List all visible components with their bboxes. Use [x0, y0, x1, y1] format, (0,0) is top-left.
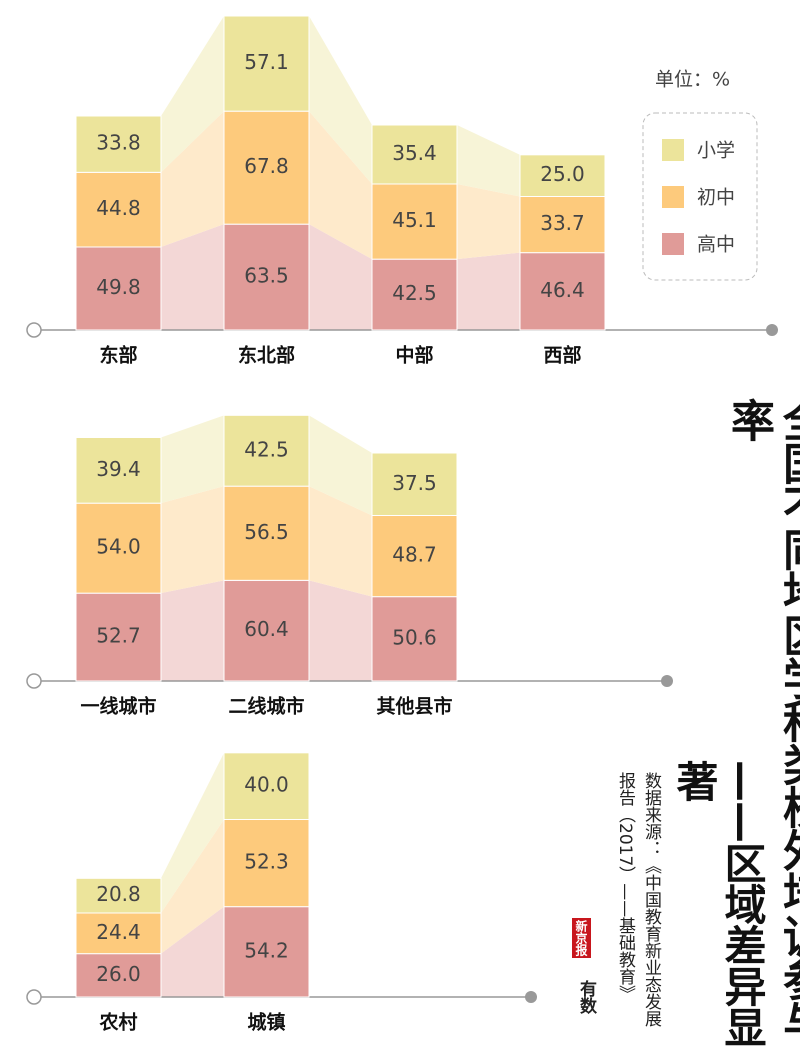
connector-band [309, 224, 372, 330]
bar-segment [75, 592, 162, 682]
logo: 新京报 [572, 918, 591, 958]
category-label: 城镇 [247, 1011, 285, 1034]
bar-segment [371, 515, 458, 598]
bar-segment [223, 414, 310, 487]
value-label: 25.0 [540, 162, 585, 186]
bar-segment [519, 252, 606, 331]
category-label: 东北部 [238, 344, 295, 367]
value-label: 56.5 [244, 520, 289, 544]
value-label: 52.7 [96, 624, 141, 648]
value-label: 44.8 [96, 196, 141, 220]
connector-band [161, 752, 224, 913]
connector-band [161, 906, 224, 997]
value-label: 33.8 [96, 131, 141, 155]
value-label: 42.5 [392, 281, 437, 305]
bar-segment [223, 15, 310, 112]
axis-end [525, 991, 537, 1003]
bar-segment [371, 258, 458, 331]
legend-label: 高中 [697, 234, 735, 256]
bar-segment [223, 110, 310, 225]
legend-box [642, 112, 758, 281]
bar-segment [371, 596, 458, 682]
bar-segment [75, 171, 162, 248]
value-label: 33.7 [540, 211, 585, 235]
value-label: 39.4 [96, 457, 141, 481]
connector-band [309, 111, 372, 260]
connector-band [457, 252, 520, 330]
value-label: 50.6 [392, 625, 437, 649]
bar-segment [519, 196, 606, 254]
category-label: 农村 [98, 1011, 137, 1034]
bar-segment [75, 246, 162, 331]
connector-band [457, 125, 520, 197]
source: 数据来源：《中国教育新业态发展报告（2017）——基础教育》 [615, 772, 661, 1027]
category-label: 东部 [99, 344, 137, 367]
bar-segment [75, 912, 162, 955]
bar-segment [75, 877, 162, 914]
logo: 有数 [576, 980, 596, 1014]
connector-band [161, 486, 224, 594]
bar-segment [371, 183, 458, 260]
value-label: 42.5 [244, 437, 289, 461]
category-label: 西部 [543, 344, 581, 367]
bar-segment [223, 579, 310, 682]
category-label: 一线城市 [80, 695, 156, 718]
value-label: 57.1 [244, 50, 289, 74]
connector-band [161, 819, 224, 954]
legend-label: 初中 [697, 187, 735, 209]
connector-band [309, 415, 372, 516]
axis-end [661, 675, 673, 687]
bar-segment [75, 115, 162, 173]
bar-segment [223, 819, 310, 908]
bar-segment [223, 223, 310, 331]
bar-segment [223, 906, 310, 998]
value-label: 46.4 [540, 278, 585, 302]
value-label: 24.4 [96, 920, 141, 944]
value-label: 54.2 [244, 938, 289, 962]
category-label: 中部 [395, 344, 433, 367]
value-label: 52.3 [244, 850, 289, 874]
value-label: 40.0 [244, 773, 289, 797]
axis-start [26, 989, 42, 1005]
axis-start [26, 322, 42, 338]
value-label: 63.5 [244, 264, 289, 288]
value-label: 20.8 [96, 882, 141, 906]
value-label: 35.4 [392, 141, 437, 165]
connector-band [309, 486, 372, 597]
bar-segment [223, 752, 310, 820]
value-label: 48.7 [392, 543, 437, 567]
connector-band [161, 415, 224, 504]
legend-swatch [662, 139, 684, 161]
axis-end [766, 324, 778, 336]
value-label: 49.8 [96, 275, 141, 299]
connector-band [309, 580, 372, 681]
legend-swatch [662, 233, 684, 255]
axis-start [26, 673, 42, 689]
legend-label: 小学 [697, 140, 735, 162]
connector-band [161, 16, 224, 173]
bar-segment [371, 452, 458, 516]
value-label: 26.0 [96, 962, 141, 986]
category-label: 二线城市 [228, 695, 304, 718]
unit: 单位：% [655, 69, 730, 91]
value-label: 54.0 [96, 535, 141, 559]
connector-band [161, 111, 224, 248]
connector-band [309, 16, 372, 184]
bar-segment [75, 437, 162, 504]
connector-band [457, 184, 520, 260]
legend-swatch [662, 186, 684, 208]
value-label: 60.4 [244, 617, 289, 641]
title: 全国不同地区学科类校外培训参与率 [723, 398, 800, 1043]
category-label: 其他县市 [376, 695, 452, 718]
value-label: 45.1 [392, 208, 437, 232]
subtitle: ——区域差异显著 [670, 760, 767, 1047]
connector-band [161, 224, 224, 330]
bar-segment [519, 154, 606, 197]
value-label: 67.8 [244, 154, 289, 178]
bar-segment [371, 124, 458, 185]
connector-band [161, 580, 224, 681]
value-label: 37.5 [392, 471, 437, 495]
